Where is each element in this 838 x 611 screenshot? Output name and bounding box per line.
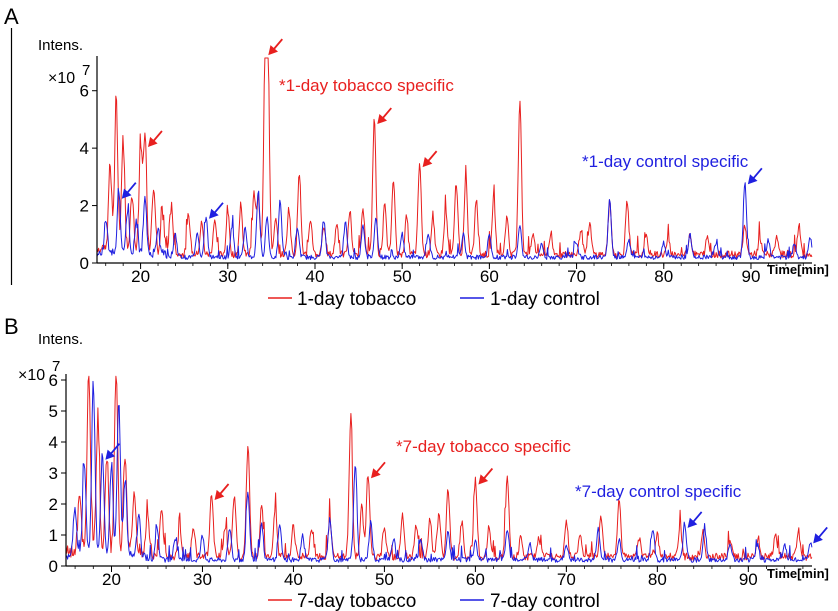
legend-label-a-tobacco: 1-day tobacco (297, 289, 416, 310)
annotation-arrow (747, 167, 763, 185)
legend-label-a-control: 1-day control (490, 289, 600, 310)
x-tick-label: 60 (480, 267, 499, 286)
annotation-arrow (813, 526, 828, 544)
y-tick-label: 3 (49, 464, 58, 483)
panel-b-annotation-control: *7-day control specific (575, 482, 742, 501)
x-tick-label: 80 (654, 267, 673, 286)
annotation-arrow (422, 150, 438, 168)
series-line-7-day-tobacco (65, 375, 813, 561)
y-tick-label: 1 (49, 526, 58, 545)
y-tick-label: 0 (49, 557, 58, 576)
x-tick-label: 40 (306, 267, 325, 286)
panel-a-ylabel: Intens. (38, 37, 83, 54)
panel-a-letter: A (4, 4, 19, 29)
panel-b-xlabel: Time[min] (767, 566, 829, 581)
y-tick-label: 2 (80, 197, 89, 216)
panel-b-ylabel: Intens. (38, 331, 83, 348)
x-tick-label: 60 (466, 570, 485, 589)
series-line-7-day-control (65, 380, 813, 563)
legend-label-b-tobacco: 7-day tobacco (297, 591, 416, 611)
annotation-arrow (377, 107, 392, 124)
panel-b-annotation-tobacco: *7-day tobacco specific (396, 437, 571, 456)
y-tick-label: 5 (49, 402, 58, 421)
x-tick-label: 50 (393, 267, 412, 286)
annotation-arrow (478, 467, 494, 485)
x-tick-label: 20 (131, 267, 150, 286)
panel-b-letter: B (4, 314, 19, 339)
panel-b-y-multiplier: ×10 (18, 367, 45, 384)
x-tick-label: 30 (218, 267, 237, 286)
y-tick-label: 4 (49, 433, 58, 452)
y-tick-label: 4 (80, 139, 89, 158)
annotation-arrow (121, 182, 137, 199)
x-tick-label: 40 (284, 570, 303, 589)
x-tick-label: 90 (739, 570, 758, 589)
panel-a-annotation-tobacco: *1-day tobacco specific (279, 76, 454, 95)
annotation-arrow (371, 461, 386, 479)
y-tick-label: 2 (49, 495, 58, 514)
x-tick-label: 70 (557, 570, 576, 589)
legend-label-b-control: 7-day control (490, 591, 600, 611)
panel-b: B Intens. ×10 7 Time[min] 0 1 2 3 4 5 6 20 30 40 5… (4, 314, 829, 611)
y-tick-label: 0 (80, 254, 89, 273)
annotation-arrow (105, 443, 121, 460)
x-tick-label: 20 (102, 570, 121, 589)
annotation-arrow (209, 202, 224, 219)
annotation-arrow (268, 38, 283, 56)
series-line-1-day-control (96, 182, 813, 260)
y-tick-label: 6 (80, 82, 89, 101)
x-tick-label: 50 (375, 570, 394, 589)
x-tick-label: 80 (648, 570, 667, 589)
annotation-arrow (148, 130, 163, 147)
panel-a-xlabel: Time[min] (767, 262, 829, 277)
panel-a-y-exponent: 7 (82, 62, 90, 79)
panel-b-y-exponent: 7 (52, 358, 60, 375)
y-tick-label: 6 (49, 371, 58, 390)
x-tick-label: 90 (742, 267, 761, 286)
panel-a-annotation-control: *1-day control specific (582, 152, 749, 171)
panel-a-legend: 1-day tobacco 1-day control (268, 289, 600, 310)
annotation-arrow (214, 483, 230, 500)
panel-a-y-multiplier: ×10 (48, 70, 75, 87)
annotation-arrow (687, 511, 703, 528)
panel-b-legend: 7-day tobacco 7-day control (268, 591, 600, 611)
panel-a: A Intens. ×10 7 Time[min] 0 2 4 6 20 30 40 50 60… (4, 4, 829, 310)
x-tick-label: 70 (567, 267, 586, 286)
x-tick-label: 30 (193, 570, 212, 589)
